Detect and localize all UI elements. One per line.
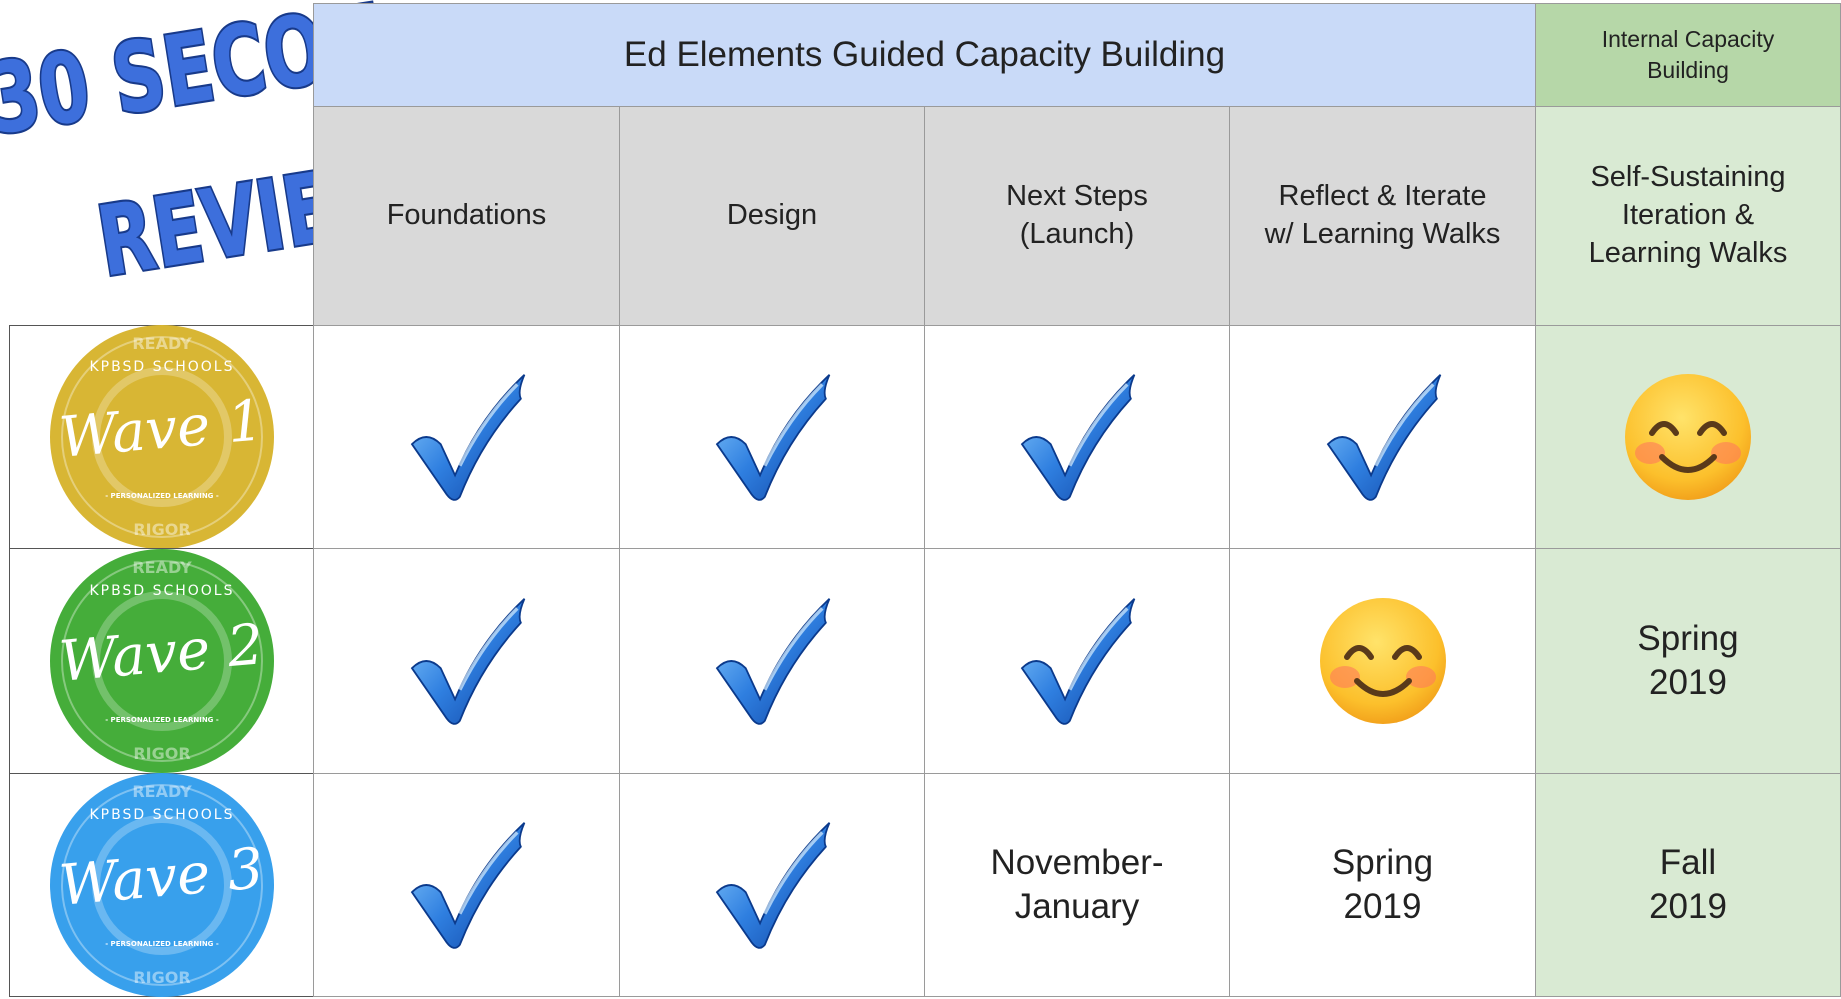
column-header: Design xyxy=(619,106,925,326)
check-icon xyxy=(712,370,832,504)
date-cell: Spring 2019 xyxy=(1229,773,1536,997)
header-guided: Ed Elements Guided Capacity Building xyxy=(313,3,1536,107)
check-icon xyxy=(712,818,832,952)
check-icon xyxy=(1323,370,1443,504)
smile-icon xyxy=(1622,371,1754,503)
wave-cell: READY KPBSD SCHOOLS Wave 3- PERSONALIZED L… xyxy=(9,773,314,997)
cell xyxy=(619,548,925,774)
column-header: Next Steps (Launch) xyxy=(924,106,1230,326)
check-icon xyxy=(1017,594,1137,728)
check-icon xyxy=(1017,370,1137,504)
wave-cell: READY KPBSD SCHOOLS Wave 2- PERSONALIZED L… xyxy=(9,548,314,774)
badge-bottom: - PERSONALIZED LEARNING - xyxy=(105,492,219,500)
check-icon xyxy=(407,594,527,728)
cell xyxy=(1535,325,1841,549)
badge-rigor: RIGOR xyxy=(133,744,190,763)
date-cell: Fall 2019 xyxy=(1535,773,1841,997)
column-header: Self-Sustaining Iteration & Learning Wal… xyxy=(1535,106,1841,326)
date-cell: November- January xyxy=(924,773,1230,997)
cell xyxy=(619,773,925,997)
cell xyxy=(313,325,620,549)
cell xyxy=(313,548,620,774)
badge-top: READY xyxy=(132,334,192,353)
check-icon xyxy=(407,370,527,504)
cell xyxy=(924,325,1230,549)
cell xyxy=(1229,548,1536,774)
column-header: Foundations xyxy=(313,106,620,326)
check-icon xyxy=(407,818,527,952)
cell xyxy=(619,325,925,549)
badge-bottom: - PERSONALIZED LEARNING - xyxy=(105,716,219,724)
wave-cell: READY KPBSD SCHOOLS Wave 1- PERSONALIZED L… xyxy=(9,325,314,549)
smile-icon xyxy=(1317,595,1449,727)
badge-bottom: - PERSONALIZED LEARNING - xyxy=(105,940,219,948)
check-icon xyxy=(712,594,832,728)
badge-top: READY xyxy=(132,782,192,801)
cell xyxy=(313,773,620,997)
badge-top: READY xyxy=(132,558,192,577)
date-cell: Spring 2019 xyxy=(1535,548,1841,774)
header-internal: Internal Capacity Building xyxy=(1535,3,1841,107)
badge-school: KPBSD SCHOOLS xyxy=(89,807,234,823)
column-header: Reflect & Iterate w/ Learning Walks xyxy=(1229,106,1536,326)
badge-school: KPBSD SCHOOLS xyxy=(89,583,234,599)
badge-rigor: RIGOR xyxy=(133,968,190,987)
cell xyxy=(1229,325,1536,549)
badge-rigor: RIGOR xyxy=(133,520,190,539)
badge-school: KPBSD SCHOOLS xyxy=(89,359,234,375)
cell xyxy=(924,548,1230,774)
